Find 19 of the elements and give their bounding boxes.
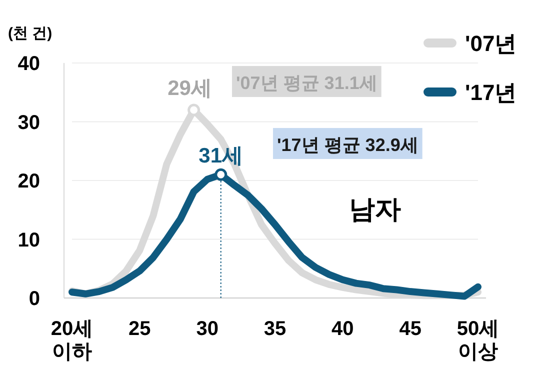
annotation: 남자 <box>349 194 401 224</box>
x-tick-label: 25 <box>128 318 151 340</box>
x-tick-label: 50세 이상 <box>456 318 500 363</box>
x-tick-label: 30 <box>196 318 218 340</box>
y-tick-label: 40 <box>18 53 40 75</box>
annotation: 31세 <box>198 144 244 168</box>
y-axis-title: (천 건) <box>8 25 52 42</box>
y-tick-label: 30 <box>18 112 40 134</box>
y-tick-label: 20 <box>18 170 40 192</box>
y-tick-label: 0 <box>28 288 40 310</box>
x-tick-label: 20세 이하 <box>50 318 94 363</box>
x-tick-label: 35 <box>264 318 286 340</box>
x-tick-label: 45 <box>399 318 422 340</box>
annotation: '17년 평균 32.9세 <box>277 135 418 155</box>
y-tick-label: 10 <box>18 229 40 252</box>
annotation: 29세 <box>168 77 212 100</box>
x-tick-label: 40 <box>332 318 354 340</box>
legend-label: '17년 <box>465 80 517 105</box>
legend-label: '07년 <box>465 31 517 56</box>
